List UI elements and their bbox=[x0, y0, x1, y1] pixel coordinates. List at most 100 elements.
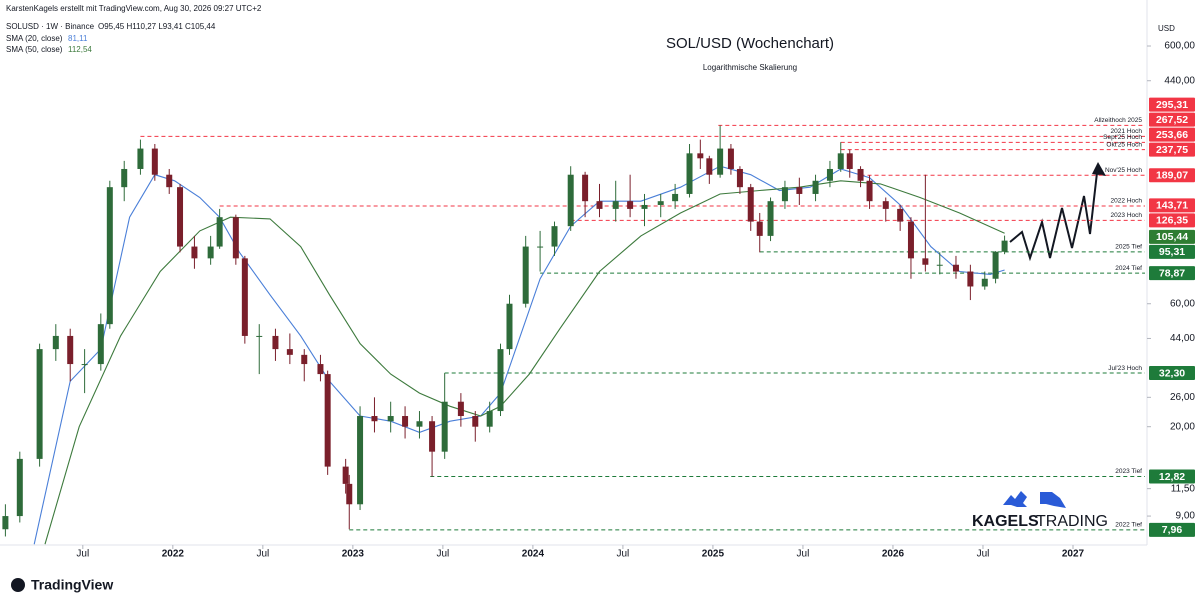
candle-body bbox=[402, 416, 409, 427]
background bbox=[0, 0, 1200, 570]
x-tick-label: 2022 bbox=[162, 549, 185, 560]
candle-body bbox=[286, 349, 293, 355]
x-tick-label: 2027 bbox=[1062, 549, 1085, 560]
candle-body bbox=[81, 364, 88, 366]
candle-body bbox=[981, 278, 988, 287]
candle-body bbox=[207, 246, 214, 259]
candle-body bbox=[387, 416, 394, 422]
candle-body bbox=[1001, 240, 1008, 252]
candle-body bbox=[672, 193, 679, 202]
x-tick-label: Jul bbox=[797, 549, 810, 560]
axis-unit: USD bbox=[1158, 24, 1175, 33]
candle-body bbox=[121, 168, 128, 188]
candle-body bbox=[897, 208, 904, 222]
y-tick-label: 440,00 bbox=[1164, 75, 1195, 86]
projection-arrow bbox=[1092, 162, 1106, 176]
candle-body bbox=[16, 458, 23, 517]
price-box-label: 295,31 bbox=[1156, 99, 1188, 111]
projection-path bbox=[1009, 163, 1099, 262]
price-box bbox=[1149, 127, 1195, 142]
x-tick-label: 2023 bbox=[342, 549, 365, 560]
logo-left: KAGELS bbox=[972, 513, 1039, 530]
x-tick-label: 2026 bbox=[882, 549, 905, 560]
y-tick-label: 20,00 bbox=[1170, 421, 1195, 432]
candle-body bbox=[657, 201, 664, 205]
candle-body bbox=[796, 187, 803, 194]
y-tick-label: 9,00 bbox=[1176, 511, 1196, 522]
chart-title: SOL/USD (Wochenchart) bbox=[666, 35, 834, 52]
x-tick-label: 2025 bbox=[702, 549, 725, 560]
y-tick-label: 60,00 bbox=[1170, 298, 1195, 309]
level-name: Nov'25 Hoch bbox=[1105, 167, 1142, 174]
bear-icon bbox=[1040, 492, 1066, 508]
candle-body bbox=[137, 148, 144, 169]
candle-body bbox=[747, 187, 754, 222]
candle-body bbox=[429, 421, 436, 452]
price-box-label: 189,07 bbox=[1156, 170, 1188, 182]
level-name: Jul'23 Hoch bbox=[1108, 365, 1142, 372]
price-box bbox=[1149, 142, 1195, 157]
candle-body bbox=[866, 180, 873, 202]
candle-body bbox=[191, 246, 198, 259]
y-tick-label: 11,50 bbox=[1171, 483, 1196, 494]
brand-icon bbox=[11, 578, 25, 592]
chart-subtitle: Logarithmische Skalierung bbox=[703, 63, 797, 72]
candle-body bbox=[826, 168, 833, 181]
candle-body bbox=[582, 174, 589, 202]
price-box bbox=[1149, 198, 1195, 213]
candle-body bbox=[301, 354, 308, 365]
bull-icon bbox=[1003, 491, 1027, 507]
candle-body bbox=[151, 148, 158, 175]
price-box-label: 253,66 bbox=[1156, 129, 1188, 141]
level-name: Sept'25 Hoch bbox=[1103, 134, 1142, 141]
candle-body bbox=[357, 416, 364, 505]
x-tick-label: Jul bbox=[256, 549, 269, 560]
candle-body bbox=[177, 187, 184, 247]
symbol: SOLUSD · 1W · Binance bbox=[6, 22, 95, 31]
candle-body bbox=[717, 148, 724, 175]
price-box bbox=[1149, 244, 1195, 259]
candle-body bbox=[506, 303, 513, 350]
candle-body bbox=[317, 364, 324, 375]
footer bbox=[0, 570, 1200, 605]
candle-body bbox=[551, 226, 558, 247]
price-box-label: 237,75 bbox=[1156, 144, 1188, 156]
sma20-value: 81,11 bbox=[68, 34, 88, 43]
price-box-label: 78,87 bbox=[1159, 267, 1185, 279]
price-box bbox=[1149, 469, 1195, 484]
candle-body bbox=[837, 153, 844, 169]
candle-body bbox=[936, 264, 943, 266]
candle-body bbox=[781, 187, 788, 202]
candle-body bbox=[907, 221, 914, 259]
price-box-label: 126,35 bbox=[1156, 215, 1188, 227]
price-box-label: 12,82 bbox=[1159, 471, 1185, 483]
price-box-label: 7,96 bbox=[1162, 524, 1183, 536]
logo: KAGELS TRADING bbox=[972, 491, 1108, 530]
candle-body bbox=[756, 221, 763, 236]
candle-body bbox=[457, 401, 464, 417]
candle-body bbox=[767, 201, 774, 236]
level-name: 2023 Hoch bbox=[1111, 212, 1143, 219]
price-box-label: 267,52 bbox=[1156, 114, 1188, 126]
candle-body bbox=[706, 158, 713, 175]
candle-body bbox=[727, 148, 734, 169]
candle-body bbox=[232, 217, 239, 259]
y-tick-label: 600,00 bbox=[1164, 41, 1195, 52]
candle-body bbox=[272, 335, 279, 350]
candle-body bbox=[522, 246, 529, 304]
candle-body bbox=[857, 168, 864, 181]
price-box bbox=[1149, 168, 1195, 183]
x-tick-label: Jul bbox=[977, 549, 990, 560]
x-tick-label: Jul bbox=[617, 549, 630, 560]
price-box bbox=[1149, 112, 1195, 127]
candle-body bbox=[441, 401, 448, 452]
level-name: 2021 Hoch bbox=[1111, 128, 1143, 135]
price-box bbox=[1149, 522, 1195, 537]
candle-body bbox=[697, 153, 704, 159]
y-tick-label: 26,00 bbox=[1170, 392, 1195, 403]
level-name: 2024 Tief bbox=[1115, 265, 1142, 272]
author-line: KarstenKagels erstellt mit TradingView.c… bbox=[6, 4, 262, 13]
price-box bbox=[1149, 266, 1195, 281]
price-box bbox=[1149, 366, 1195, 381]
